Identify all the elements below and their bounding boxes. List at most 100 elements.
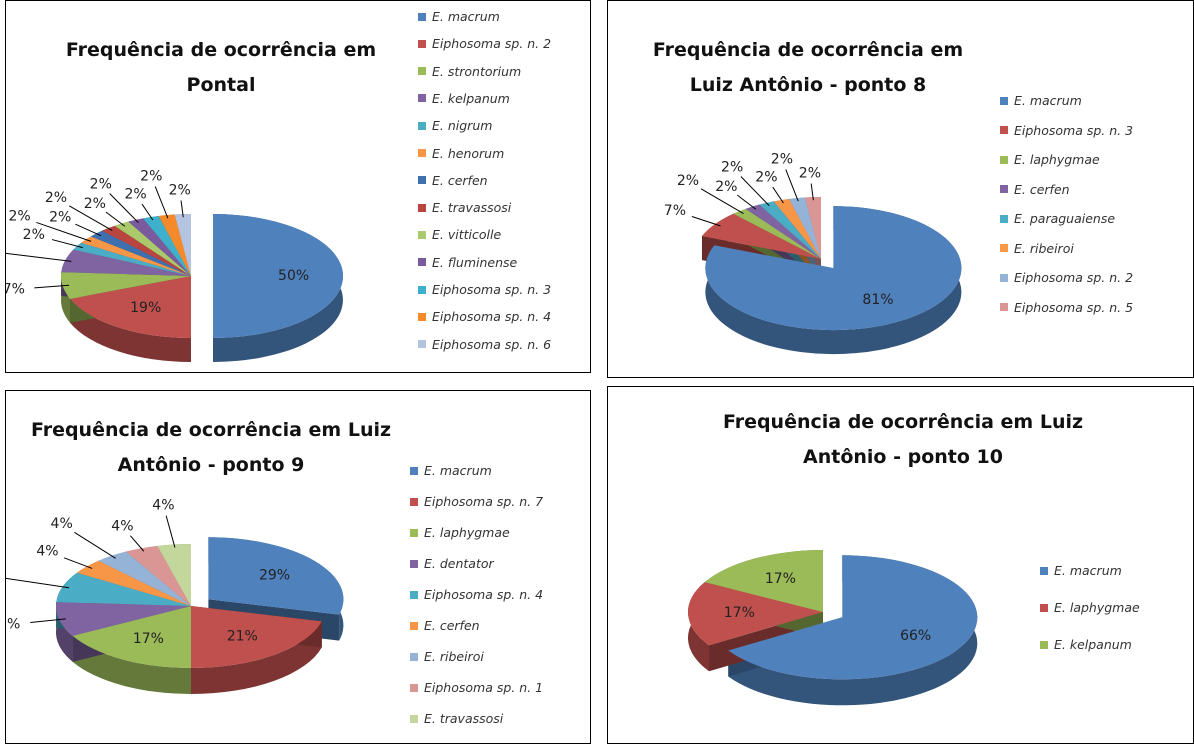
data-label: 9% (6, 617, 20, 633)
legend-swatch (1040, 603, 1048, 612)
leader-line (129, 535, 145, 552)
legend-item: E. travassosi (418, 200, 511, 215)
legend-item: Eiphosoma sp. n. 1 (410, 680, 543, 695)
slice (733, 208, 821, 259)
leader-line (34, 284, 70, 289)
legend-swatch (1040, 566, 1048, 575)
data-label: 2% (169, 183, 191, 199)
slice-side (60, 272, 71, 323)
slice (688, 582, 823, 646)
chart-panel: 29%21%17%9%8%4%4%4%4%Frequência de ocorr… (5, 390, 591, 744)
data-label: 17% (133, 631, 164, 647)
leader-line (75, 223, 102, 237)
leader-line (180, 200, 184, 218)
legend-swatch (418, 340, 426, 349)
legend-item: E. strontorium (418, 64, 521, 79)
legend-swatch (418, 67, 426, 76)
legend-label: E. macrum (424, 463, 492, 478)
slice (114, 221, 191, 276)
slice (128, 218, 191, 276)
leader-line (6, 577, 70, 589)
legend-swatch (410, 466, 418, 475)
legend-label: E. vitticolle (432, 227, 502, 243)
legend-item: Eiphosoma sp. n. 2 (418, 36, 551, 51)
leader-line (700, 188, 744, 215)
legend-swatch (410, 497, 418, 506)
legend-item: Eiphosoma sp. n. 4 (410, 587, 543, 602)
legend-label: E. nigrum (432, 118, 493, 134)
legend-item: Eiphosoma sp. n. 5 (1000, 300, 1133, 315)
data-label: 17% (724, 605, 755, 621)
legend-item: Eiphosoma sp. n. 2 (1000, 270, 1133, 285)
slice (143, 215, 191, 276)
slice (77, 560, 191, 606)
legend-item: E. cerfen (410, 618, 480, 633)
slice (804, 197, 821, 259)
legend-label: E. macrum (1054, 563, 1122, 578)
leader-line (740, 176, 770, 207)
legend-item: E. fluminense (418, 255, 517, 270)
legend-swatch (418, 258, 426, 267)
legend-swatch (1040, 640, 1048, 649)
slice (701, 213, 821, 259)
legend-label: E. macrum (1014, 93, 1082, 108)
pie-chart: 29%21%17%9%8%4%4%4%4% (6, 498, 344, 694)
legend-item: E. ribeiroi (410, 649, 484, 664)
data-label: 50% (278, 268, 309, 284)
legend-label: E. cerfen (424, 618, 480, 633)
slice (125, 545, 191, 606)
data-label: 2% (8, 209, 30, 225)
data-label: 2% (771, 152, 793, 168)
legend-label: E. kelpanum (1054, 637, 1132, 652)
legend-item: E. kelpanum (418, 91, 510, 106)
slice (759, 201, 821, 259)
leader-line (105, 211, 126, 227)
leader-line (691, 216, 721, 227)
legend-item: E. macrum (410, 463, 492, 478)
slice-side (70, 298, 191, 362)
chart-title: Frequência de ocorrência em Luiz Antônio… (30, 419, 392, 476)
legend-item: E. kelpanum (1040, 637, 1132, 652)
legend-swatch (410, 559, 418, 568)
data-label: 29% (259, 568, 290, 584)
leader-line (30, 618, 66, 623)
legend-swatch (418, 176, 426, 185)
chart-panel: 50%19%7%6%2%2%2%2%2%2%2%2%2%Frequência d… (5, 0, 591, 373)
data-label: 66% (900, 628, 931, 644)
pie-chart: 50%19%7%6%2%2%2%2%2%2%2%2%2% (6, 169, 343, 362)
slice (55, 602, 191, 636)
slice (61, 272, 192, 299)
legend-label: E. ribeiroi (424, 649, 484, 664)
legend-item: E. cerfen (1000, 182, 1070, 197)
legend-item: E. nigrum (418, 118, 492, 133)
legend-item: E. laphygmae (410, 525, 510, 540)
data-label: 4% (152, 498, 174, 514)
slice (728, 555, 978, 680)
legend-item: E. laphygmae (1000, 152, 1100, 167)
data-label: 4% (51, 516, 73, 532)
data-label: 2% (140, 169, 162, 185)
legend-label: Eiphosoma sp. n. 5 (1014, 299, 1134, 315)
leader-line (74, 531, 116, 559)
slice (158, 214, 191, 276)
data-label: 4% (111, 518, 133, 534)
legend-item: E. dentator (410, 556, 494, 571)
legend-swatch (1000, 185, 1008, 193)
legend-swatch (1000, 96, 1008, 105)
legend-item: E. paraguaiense (1000, 211, 1115, 226)
legend-item: E. laphygmae (1040, 600, 1140, 615)
legend-swatch (418, 285, 426, 294)
data-label: 19% (130, 300, 161, 316)
chart-title: Frequência de ocorrência em Luiz Antônio… (722, 411, 1084, 468)
data-label: 2% (715, 179, 737, 195)
legend-swatch (418, 230, 426, 239)
legend-label: E. travassosi (424, 711, 504, 726)
legend-swatch (410, 714, 418, 723)
legend-swatch (410, 621, 418, 630)
legend-label: Eiphosoma sp. n. 4 (424, 587, 544, 602)
legend-label: E. ribeiroi (1014, 240, 1074, 256)
legend-label: Eiphosoma sp. n. 7 (424, 494, 544, 509)
chart-title: Frequência de ocorrência em Luiz Antônio… (652, 39, 964, 96)
leader-line (68, 205, 113, 232)
